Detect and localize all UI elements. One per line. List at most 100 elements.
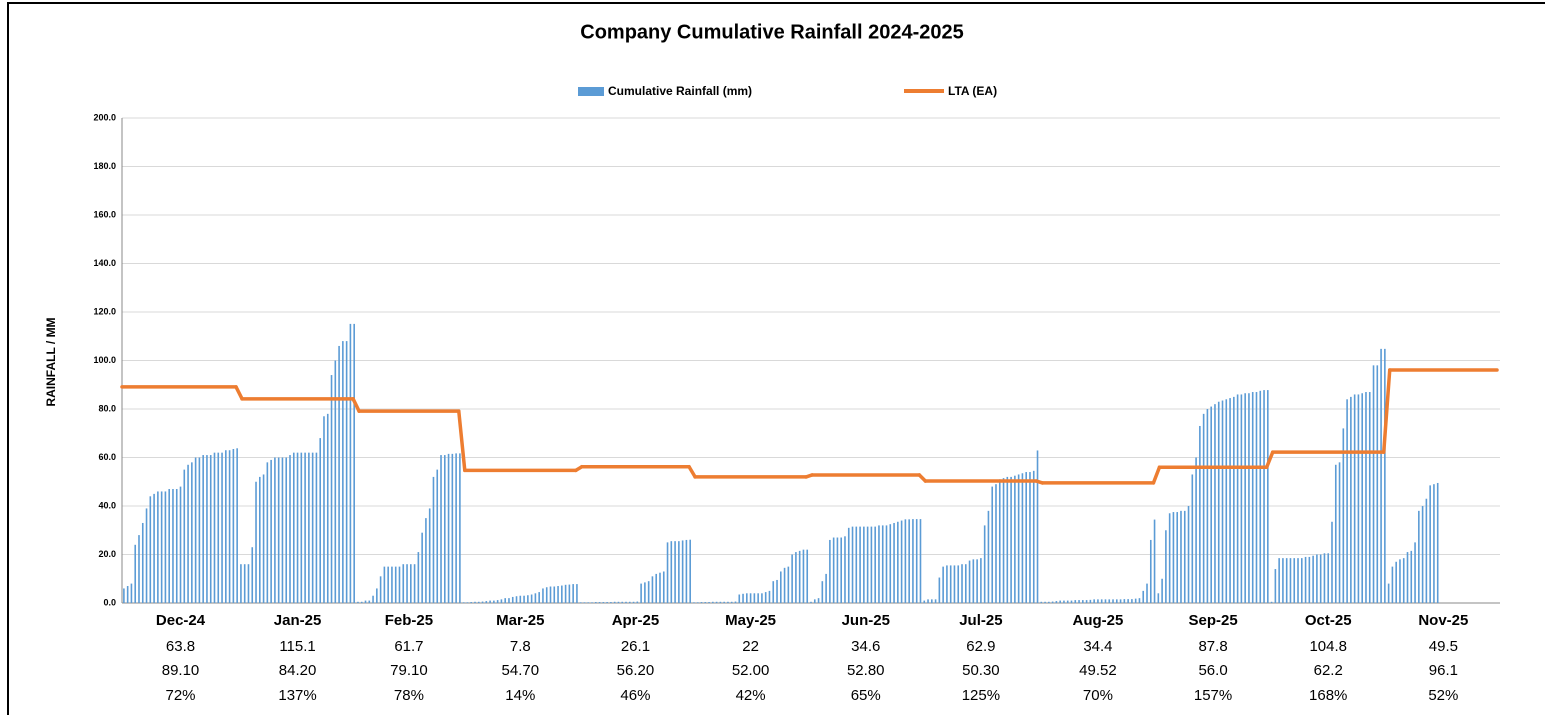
- bar: [598, 602, 601, 603]
- bar: [330, 375, 333, 603]
- y-tick-label: 0.0: [103, 597, 116, 607]
- bar: [138, 535, 140, 603]
- bar: [164, 491, 167, 603]
- table-cell: 52.00: [732, 662, 770, 679]
- bar: [175, 489, 178, 603]
- bar: [1255, 392, 1258, 603]
- x-tick-label: Sep-25: [1188, 612, 1237, 629]
- bar: [934, 599, 937, 603]
- bar: [1063, 600, 1065, 603]
- bar: [179, 486, 182, 603]
- bar: [564, 584, 567, 603]
- bar: [1202, 413, 1205, 603]
- bar: [644, 582, 646, 603]
- bar: [734, 601, 737, 603]
- bar: [1267, 390, 1269, 603]
- bar: [621, 601, 624, 603]
- bar: [685, 539, 688, 603]
- bar: [462, 602, 465, 603]
- bar: [976, 559, 978, 603]
- bar: [1225, 399, 1228, 603]
- bar: [1078, 600, 1080, 603]
- bar: [938, 577, 941, 603]
- bar: [523, 595, 525, 603]
- lta-step: [1264, 450, 1275, 469]
- table-cell: 62.9: [966, 638, 995, 655]
- bar: [292, 452, 295, 603]
- bar: [1376, 365, 1379, 603]
- bar: [481, 601, 484, 603]
- bar: [206, 455, 208, 603]
- bar: [1406, 552, 1409, 603]
- bar: [742, 593, 744, 603]
- y-tick-label: 140.0: [93, 258, 116, 268]
- bar: [1161, 578, 1163, 603]
- bar: [647, 581, 650, 603]
- bar: [746, 593, 748, 603]
- y-tick-label: 180.0: [93, 161, 116, 171]
- bar: [840, 537, 843, 603]
- bar: [357, 601, 359, 603]
- bar: [719, 601, 722, 603]
- bar: [289, 455, 291, 603]
- y-tick-label: 60.0: [98, 452, 116, 462]
- bar: [681, 540, 684, 603]
- bar: [832, 537, 835, 603]
- bar: [1293, 558, 1296, 603]
- bar: [1025, 472, 1027, 603]
- bar: [277, 457, 280, 603]
- bar: [1082, 600, 1084, 603]
- bar: [908, 519, 910, 603]
- bar: [1032, 470, 1035, 603]
- bar: [870, 526, 873, 603]
- bar: [1040, 601, 1043, 603]
- bar: [991, 486, 994, 603]
- bar: [236, 448, 238, 603]
- bar: [851, 526, 854, 603]
- x-tick-label: Feb-25: [385, 612, 433, 629]
- bar: [274, 457, 276, 603]
- bar: [364, 600, 367, 603]
- bar: [817, 598, 820, 603]
- bar: [889, 524, 892, 603]
- bar: [640, 583, 642, 603]
- legend-label: Cumulative Rainfall (mm): [608, 84, 752, 98]
- bar: [145, 508, 148, 603]
- bar: [602, 602, 605, 603]
- bar: [1191, 474, 1194, 603]
- bar: [326, 413, 329, 603]
- bar: [1251, 392, 1254, 603]
- bar: [613, 601, 616, 603]
- bar: [394, 566, 397, 603]
- chart-title: Company Cumulative Rainfall 2024-2025: [580, 21, 963, 43]
- bar: [874, 526, 876, 603]
- bar: [160, 491, 163, 603]
- bar: [1312, 555, 1314, 603]
- y-axis-label: RAINFALL / MM: [44, 317, 58, 406]
- bar: [606, 602, 608, 603]
- bar: [1365, 392, 1367, 603]
- bar: [334, 360, 337, 603]
- bar: [753, 593, 756, 603]
- bar: [319, 438, 322, 603]
- bar: [353, 323, 355, 603]
- bar: [738, 594, 741, 603]
- bar: [1350, 396, 1352, 603]
- y-tick-label: 80.0: [98, 403, 116, 413]
- bar: [1304, 556, 1307, 603]
- bar: [912, 519, 914, 603]
- bar: [1414, 542, 1416, 603]
- bar: [262, 474, 265, 603]
- bar: [670, 541, 673, 603]
- table-cell: 115.1: [279, 638, 315, 655]
- bar: [323, 416, 325, 603]
- bar: [406, 564, 408, 603]
- x-tick-label: Jan-25: [274, 612, 322, 629]
- lta-step: [351, 397, 361, 413]
- bar: [847, 527, 850, 603]
- bar: [557, 586, 559, 603]
- bar: [387, 566, 389, 603]
- bar: [1278, 558, 1280, 603]
- bar: [1395, 561, 1397, 603]
- table-cell: 7.8: [510, 638, 531, 655]
